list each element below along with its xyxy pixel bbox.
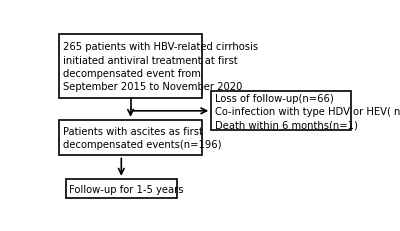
FancyBboxPatch shape bbox=[59, 35, 202, 99]
Text: Follow-up for 1-5 years: Follow-up for 1-5 years bbox=[69, 184, 184, 194]
Text: Loss of follow-up(n=66)
Co-infection with type HDV or HEV( n=2)
Death within 6 m: Loss of follow-up(n=66) Co-infection wit… bbox=[215, 93, 400, 129]
Text: Patients with ascites as first
decompensated events(n=196): Patients with ascites as first decompens… bbox=[63, 126, 222, 149]
FancyBboxPatch shape bbox=[66, 179, 177, 198]
Text: 265 patients with HBV-related cirrhosis
initiated antiviral treatment at first
d: 265 patients with HBV-related cirrhosis … bbox=[63, 42, 258, 91]
FancyBboxPatch shape bbox=[211, 92, 351, 131]
FancyBboxPatch shape bbox=[59, 120, 202, 156]
